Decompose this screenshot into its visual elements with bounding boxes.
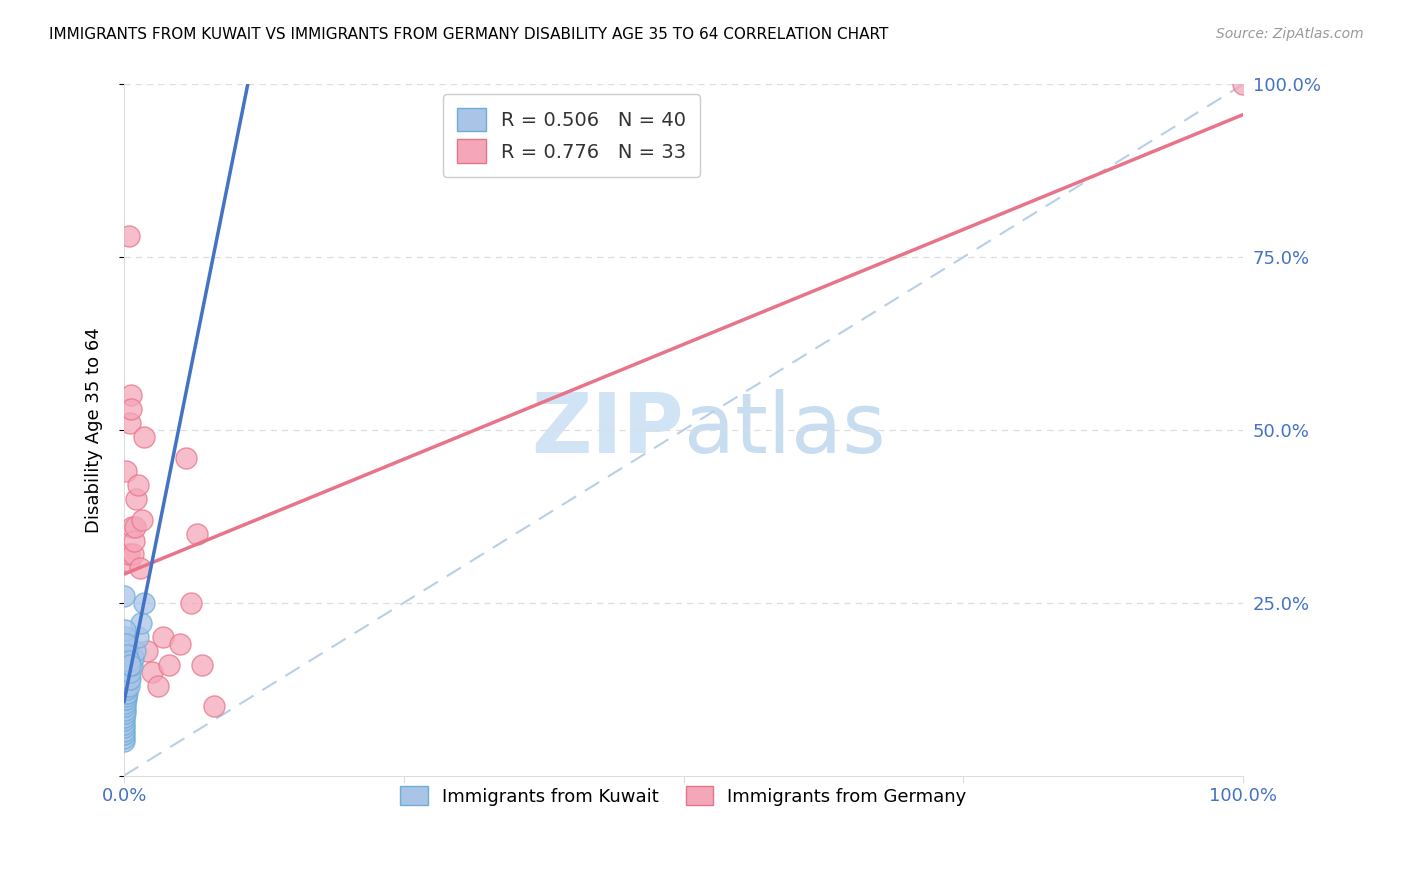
Point <box>121 657 143 672</box>
Point <box>169 637 191 651</box>
Point <box>114 689 136 703</box>
Point <box>141 665 163 679</box>
Point <box>122 651 145 665</box>
Point <box>117 685 139 699</box>
Point <box>124 519 146 533</box>
Point <box>112 723 135 738</box>
Point <box>180 596 202 610</box>
Point <box>115 679 138 693</box>
Point <box>117 547 139 561</box>
Point <box>120 388 142 402</box>
Point <box>114 630 136 644</box>
Point <box>112 734 135 748</box>
Point <box>114 706 136 721</box>
Point <box>117 679 139 693</box>
Point <box>157 657 180 672</box>
Text: ZIP: ZIP <box>531 390 683 470</box>
Text: atlas: atlas <box>683 390 886 470</box>
Point <box>114 692 136 706</box>
Point <box>127 478 149 492</box>
Point <box>117 682 139 697</box>
Point <box>112 727 135 741</box>
Point <box>124 644 146 658</box>
Point <box>112 731 135 745</box>
Text: IMMIGRANTS FROM KUWAIT VS IMMIGRANTS FROM GERMANY DISABILITY AGE 35 TO 64 CORREL: IMMIGRANTS FROM KUWAIT VS IMMIGRANTS FRO… <box>49 27 889 42</box>
Point <box>191 657 214 672</box>
Legend: Immigrants from Kuwait, Immigrants from Germany: Immigrants from Kuwait, Immigrants from … <box>391 778 976 815</box>
Point <box>114 692 136 706</box>
Point <box>112 716 135 731</box>
Point <box>174 450 197 465</box>
Point <box>115 637 138 651</box>
Point <box>115 679 138 693</box>
Point <box>122 533 145 548</box>
Point <box>115 685 138 699</box>
Point <box>112 720 135 734</box>
Point <box>118 416 141 430</box>
Point <box>114 699 136 714</box>
Text: Source: ZipAtlas.com: Source: ZipAtlas.com <box>1216 27 1364 41</box>
Point <box>134 596 156 610</box>
Point <box>131 513 153 527</box>
Point <box>202 699 225 714</box>
Point <box>114 696 136 710</box>
Point <box>152 630 174 644</box>
Point <box>112 710 135 724</box>
Point <box>114 685 136 699</box>
Point <box>115 465 138 479</box>
Point <box>186 526 208 541</box>
Point <box>112 699 135 714</box>
Point <box>135 644 157 658</box>
Point <box>1232 78 1254 92</box>
Point <box>117 648 139 662</box>
Point <box>117 655 139 669</box>
Point <box>120 402 142 417</box>
Point <box>127 630 149 644</box>
Point <box>122 547 145 561</box>
Point <box>128 561 150 575</box>
Point <box>146 679 169 693</box>
Point <box>118 672 141 686</box>
Point <box>114 703 136 717</box>
Y-axis label: Disability Age 35 to 64: Disability Age 35 to 64 <box>86 327 103 533</box>
Point <box>125 492 148 507</box>
Point <box>115 682 138 697</box>
Point <box>112 589 135 603</box>
Point <box>117 679 139 693</box>
Point <box>112 713 135 727</box>
Point <box>117 672 139 686</box>
Point <box>129 616 152 631</box>
Point <box>115 692 138 706</box>
Point <box>118 665 141 679</box>
Point <box>114 685 136 699</box>
Point <box>121 519 143 533</box>
Point <box>134 430 156 444</box>
Point <box>118 657 141 672</box>
Point <box>115 689 138 703</box>
Point <box>117 229 139 244</box>
Point <box>117 554 139 568</box>
Point <box>117 672 139 686</box>
Point <box>114 624 136 638</box>
